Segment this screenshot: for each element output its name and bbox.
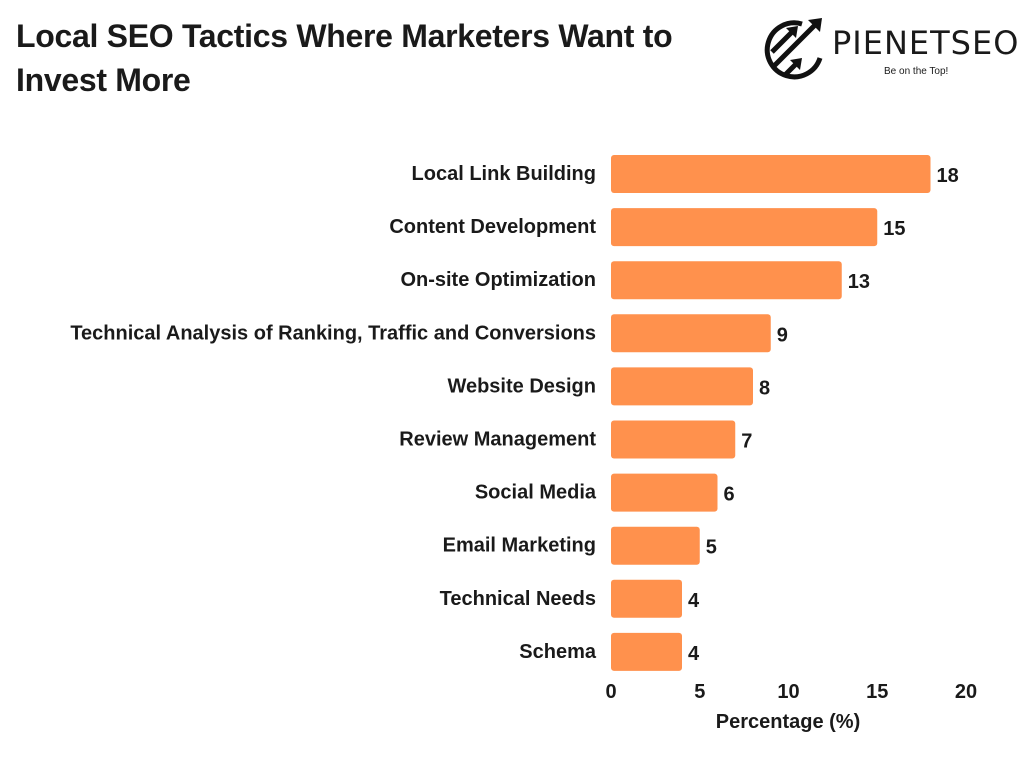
category-label: Social Media [475,482,597,504]
bar [611,632,682,671]
bar [611,155,931,193]
x-tick-label: 10 [777,681,799,703]
category-label: Schema [519,641,597,663]
bar [611,314,771,353]
value-label: 9 [777,324,788,346]
category-label: On-site Optimization [400,269,596,291]
logo-arrows-icon [764,18,823,80]
category-label: Review Management [399,429,596,451]
bar [611,473,718,512]
logo: PIENETSEO Be on the Top! [762,16,1018,86]
value-label: 5 [706,537,717,559]
x-tick-label: 15 [866,681,888,703]
x-tick-label: 0 [605,681,616,703]
x-tick-label: 5 [694,681,705,703]
bar [611,579,682,618]
category-label: Local Link Building [412,163,596,185]
bar [611,261,842,300]
chart-title: Local SEO Tactics Where Marketers Want t… [16,18,673,98]
bar [611,526,700,565]
category-label: Content Development [389,216,596,238]
value-label: 4 [688,643,700,665]
value-label: 8 [759,377,770,399]
logo-name: PIENETSEO [832,24,1020,62]
category-label: Technical Needs [440,588,596,610]
bar [611,420,736,459]
value-label: 7 [741,431,752,453]
category-label: Technical Analysis of Ranking, Traffic a… [70,322,596,344]
value-label: 18 [937,165,959,187]
value-label: 15 [883,218,905,240]
value-label: 4 [688,590,700,612]
bar [611,208,878,247]
x-axis-label: Percentage (%) [716,711,861,733]
value-label: 13 [848,271,870,293]
category-label: Website Design [447,375,596,397]
logo-tagline: Be on the Top! [884,66,949,77]
bar [611,367,753,406]
x-tick-label: 20 [955,681,977,703]
category-label: Email Marketing [443,535,596,557]
value-label: 6 [724,484,735,506]
